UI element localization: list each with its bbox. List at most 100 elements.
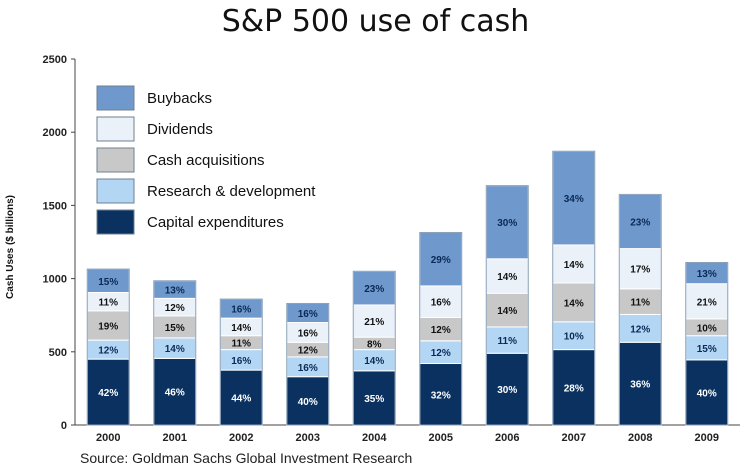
legend-swatch-dividends [96,116,135,142]
y-tick-label: 0 [61,420,67,432]
segment-share-label: 15% [165,323,185,334]
segment-share-label: 14% [364,356,384,367]
legend-label: Dividends [147,121,213,138]
bar-segment-dividends-2004 [352,304,396,338]
segment-share-label: 14% [564,260,584,271]
legend-swatch-cash-acquisitions [96,147,135,173]
segment-share-label: 30% [497,385,517,396]
bar-segment-cash-acquisitions-2006 [485,292,529,328]
segment-share-label: 14% [497,272,517,283]
segment-share-label: 28% [564,383,584,394]
x-tick-label: 2001 [163,432,187,444]
bar-outline [618,193,662,426]
segment-share-label: 16% [231,356,251,367]
segment-share-label: 14% [231,323,251,334]
bar-segment-dividends-2006 [485,258,529,294]
segment-share-label: 40% [697,388,717,399]
bar-segment-cash-acquisitions-2008 [618,288,662,315]
y-axis-label: Cash Uses ($ billions) [5,195,16,299]
segment-share-label: 12% [98,346,118,357]
segment-share-label: 13% [697,269,717,280]
segment-share-label: 11% [232,339,252,350]
legend-label: Buybacks [147,90,212,107]
segment-share-label: 42% [98,388,118,399]
bar-outline [352,270,396,426]
segment-share-label: 16% [231,305,251,316]
segment-share-label: 16% [431,298,451,309]
segment-share-label: 12% [431,325,451,336]
bar-segment-capital-expenditures-2008 [618,341,662,426]
x-tick-label: 2007 [562,432,586,444]
segment-share-label: 11% [631,298,651,309]
legend-label: Research & development [147,183,316,200]
segment-share-label: 12% [165,303,185,314]
x-tick-label: 2008 [628,432,652,444]
bar-outline [86,268,130,426]
x-tick-label: 2003 [296,432,320,444]
segment-share-label: 19% [98,321,118,332]
bar-outline [219,298,263,426]
segment-share-label: 30% [497,218,517,229]
bar-outline [153,280,197,426]
segment-share-label: 14% [497,306,517,317]
segment-share-label: 36% [630,380,650,391]
segment-share-label: 10% [697,323,717,334]
x-tick-label: 2000 [96,432,120,444]
bar-segment-dividends-2007 [552,244,596,284]
x-tick-label: 2009 [695,432,719,444]
source-note: Source: Goldman Sachs Global Investment … [80,450,413,466]
segment-share-label: 23% [630,218,650,229]
segment-share-label: 16% [298,363,318,374]
y-tick-label: 1000 [43,274,67,286]
segment-share-label: 21% [697,297,717,308]
bar-segment-capital-expenditures-2009 [685,359,729,426]
y-tick-label: 2000 [43,127,67,139]
segment-share-label: 8% [367,339,382,350]
bar-segment-buybacks-2008 [618,193,662,250]
x-tick-label: 2002 [229,432,253,444]
bar-segment-capital-expenditures-2001 [153,357,197,426]
bar-outline [485,185,529,426]
segment-share-label: 17% [630,265,650,276]
bar-outline [286,302,330,426]
chart-title: S&P 500 use of cash [221,4,530,39]
segment-share-label: 35% [364,394,384,405]
segment-share-label: 21% [364,317,384,328]
segment-share-label: 14% [165,344,185,355]
y-tick-label: 500 [49,347,67,359]
segment-share-label: 46% [165,388,185,399]
legend-swatch-capital-expenditures [96,209,135,235]
segment-share-label: 13% [165,286,185,297]
segment-share-label: 14% [564,298,584,309]
x-tick-label: 2006 [495,432,519,444]
bar-segment-capital-expenditures-2002 [219,369,263,426]
segment-share-label: 34% [564,194,584,205]
axes: 0 500 1000 1500 2000 2500 Cash Uses ($ billion… [5,54,740,444]
bar-segment-buybacks-2006 [485,185,529,260]
segment-share-label: 11% [498,336,518,347]
segment-share-label: 15% [98,277,118,288]
segment-share-label: 12% [298,346,318,357]
segment-share-label: 12% [630,324,650,335]
y-tick-label: 1500 [43,200,67,212]
x-tick-label: 2005 [429,432,453,444]
y-tick-label: 2500 [43,54,67,66]
bar-outline [419,231,463,426]
bar-segment-research-development-2009 [685,335,729,361]
legend: Buybacks Dividends Cash acquisitions Resear… [96,85,316,235]
bar-segment-research-development-2006 [485,326,529,354]
bar-segment-research-development-2007 [552,321,596,351]
segment-share-label: 29% [431,255,451,266]
legend-label: Capital expenditures [147,214,284,231]
bars: 42% 12% 19% 11% 15% 46% 14% 15% 12% 13% 44% 16% 11% 1… [86,150,729,426]
segment-share-label: 16% [298,309,318,320]
bar-segment-capital-expenditures-2003 [286,376,330,426]
segment-share-label: 23% [364,284,384,295]
segment-share-label: 11% [99,298,119,309]
x-tick-label: 2004 [362,432,387,444]
segment-share-label: 32% [431,390,451,401]
segment-share-label: 44% [231,394,251,405]
bar-outline [552,150,596,426]
segment-share-label: 12% [431,348,451,359]
